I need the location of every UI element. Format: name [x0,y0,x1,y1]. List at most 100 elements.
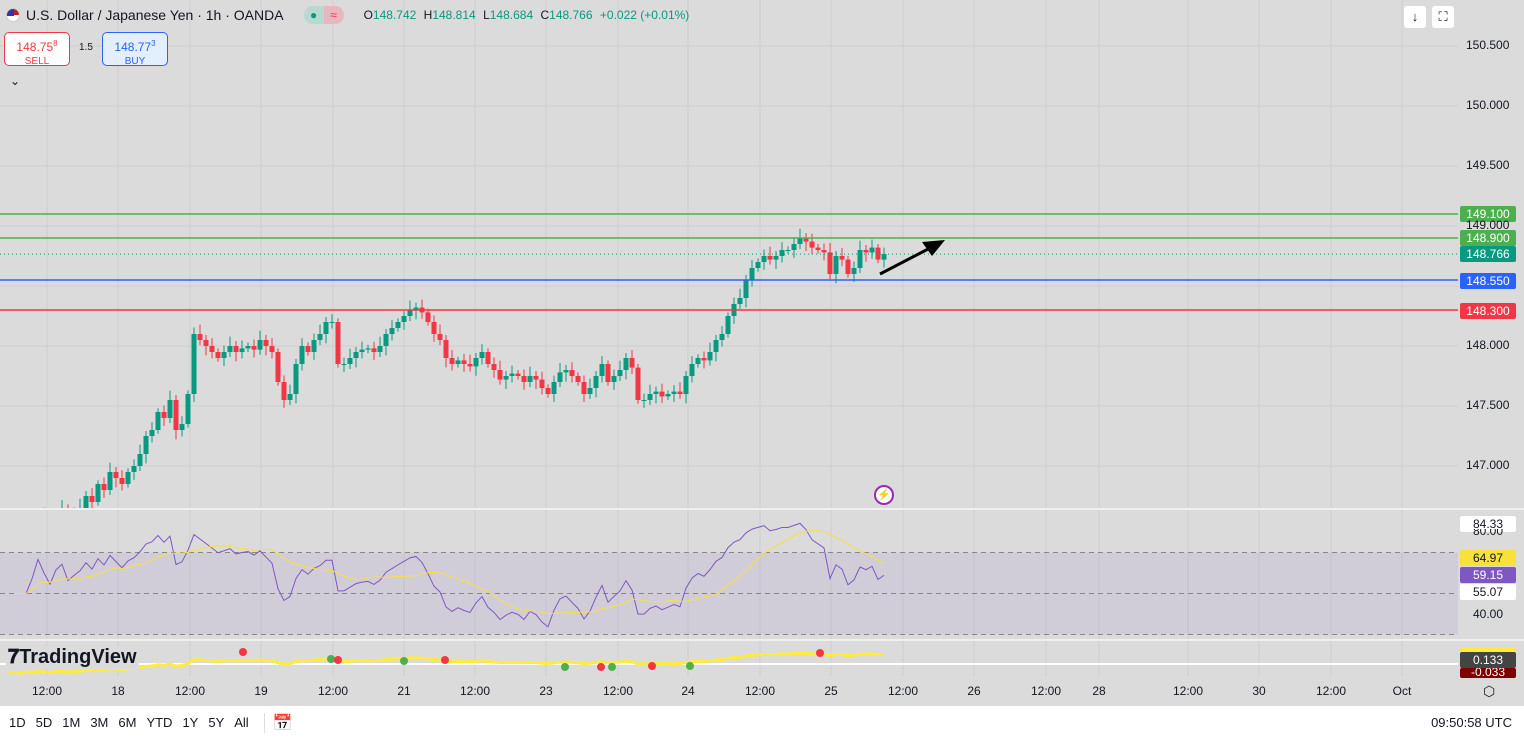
range-1m[interactable]: 1M [62,715,81,730]
buy-button[interactable]: 148.773 BUY [102,32,168,67]
candle-body [641,400,647,401]
candle-body [449,358,455,364]
candle-body [209,346,215,352]
close-value: 148.766 [549,8,593,22]
osc-signal-dot [400,657,408,665]
candle-body [251,346,257,350]
level-label-148300: 148.300 [1460,303,1516,319]
range-6m[interactable]: 6M [118,715,137,730]
candle-body [599,364,605,376]
rsi-40-label: 40.00 [1472,607,1504,621]
osc-signal-dot [441,656,449,664]
candle-body [605,364,611,382]
range-1y[interactable]: 1Y [182,715,199,730]
candle-body [671,391,677,394]
candle-body [197,334,203,340]
candle-body [317,334,323,340]
time-tick: 19 [254,684,268,698]
candle-body [36,514,41,526]
candle-body [593,376,599,388]
candle-body [293,364,299,394]
level-label-149100: 149.100 [1460,206,1516,222]
range-5d[interactable]: 5D [35,715,53,730]
range-5y[interactable]: 5Y [208,715,225,730]
range-all[interactable]: All [234,715,249,730]
candle-body [647,394,653,400]
candle-body [281,382,287,400]
sell-button[interactable]: 148.758 SELL [4,32,70,67]
collapse-chevron-icon[interactable]: ⌄ [10,74,21,88]
candle-body [395,322,401,328]
candle-body [239,348,245,352]
price-chart[interactable] [0,0,1524,706]
candle-body [803,238,809,242]
candle-body [791,244,797,250]
candle-body [575,376,581,382]
range-1d[interactable]: 1D [9,715,26,730]
scroll-down-icon[interactable]: ↓ [1404,6,1426,28]
lightning-alert-icon[interactable]: ⚡ [874,485,894,505]
candle-body [341,364,347,365]
range-3m[interactable]: 3M [90,715,109,730]
range-ytd[interactable]: YTD [146,715,173,730]
candle-body [95,484,101,502]
candle-body [611,376,617,382]
price-tick: 149.000 [1466,218,1510,232]
buy-label: BUY [124,56,146,67]
osc-signal-dot [608,663,616,671]
candle-body [833,256,839,274]
time-tick: 12:00 [317,684,349,698]
candle-body [863,250,869,253]
trend-arrow [879,245,933,276]
candle-body [275,352,281,382]
candle-body [551,382,557,394]
candle-body [72,514,77,520]
fullscreen-icon[interactable]: ⛶ [1432,6,1454,28]
candle-body [869,247,875,253]
osc-signal-dot [561,663,569,671]
candle-body [263,340,269,346]
sell-label: SELL [24,56,50,67]
divider [263,712,265,733]
chart-area[interactable] [0,0,1524,706]
candle-body [347,358,353,364]
candle-body [107,472,113,490]
time-tick: 12:00 [602,684,634,698]
settings-icon[interactable]: ⬡ [1483,683,1496,699]
tradingview-logo[interactable]: 𝟕TradingView [6,646,139,669]
market-open-icon: ● [303,6,324,24]
rsi-line [14,522,885,628]
chart-header: U.S. Dollar / Japanese Yen · 1h · OANDA … [6,6,693,24]
candle-body [695,358,701,364]
candle-body [629,358,635,368]
symbol-title[interactable]: U.S. Dollar / Japanese Yen · 1h · OANDA [26,7,284,23]
market-status[interactable]: ● ≈ [303,6,344,24]
candle-body [155,412,161,430]
candle-body [269,346,275,352]
candle-body [659,391,665,397]
logo-text: TradingView [19,646,137,668]
candle-body [401,316,407,322]
time-tick: 12:00 [744,684,776,698]
candle-body [683,376,689,394]
osc-value-b: -0.033 [1460,668,1516,678]
candle-body [875,247,881,260]
candle-body [215,352,221,358]
candle-body [203,340,209,346]
go-to-date-calendar-icon[interactable]: 📅 [272,714,293,732]
candle-body [257,340,263,350]
candle-body [6,532,11,536]
price-tick: 150.500 [1466,38,1510,52]
candle-body [653,391,659,394]
osc-signal-dot [334,656,342,664]
rsi-ma-line [14,530,885,614]
candle-body [635,367,641,400]
time-tick: Oct [1392,684,1412,698]
clock[interactable]: 09:50:58 UTC [1431,715,1512,730]
time-tick: 23 [539,684,553,698]
low-label: L [483,8,490,22]
candle-body [857,250,863,268]
rsi-ma-label: 64.97 [1460,550,1516,566]
candle-body [149,430,155,436]
rsi-value-label: 59.15 [1460,567,1516,583]
